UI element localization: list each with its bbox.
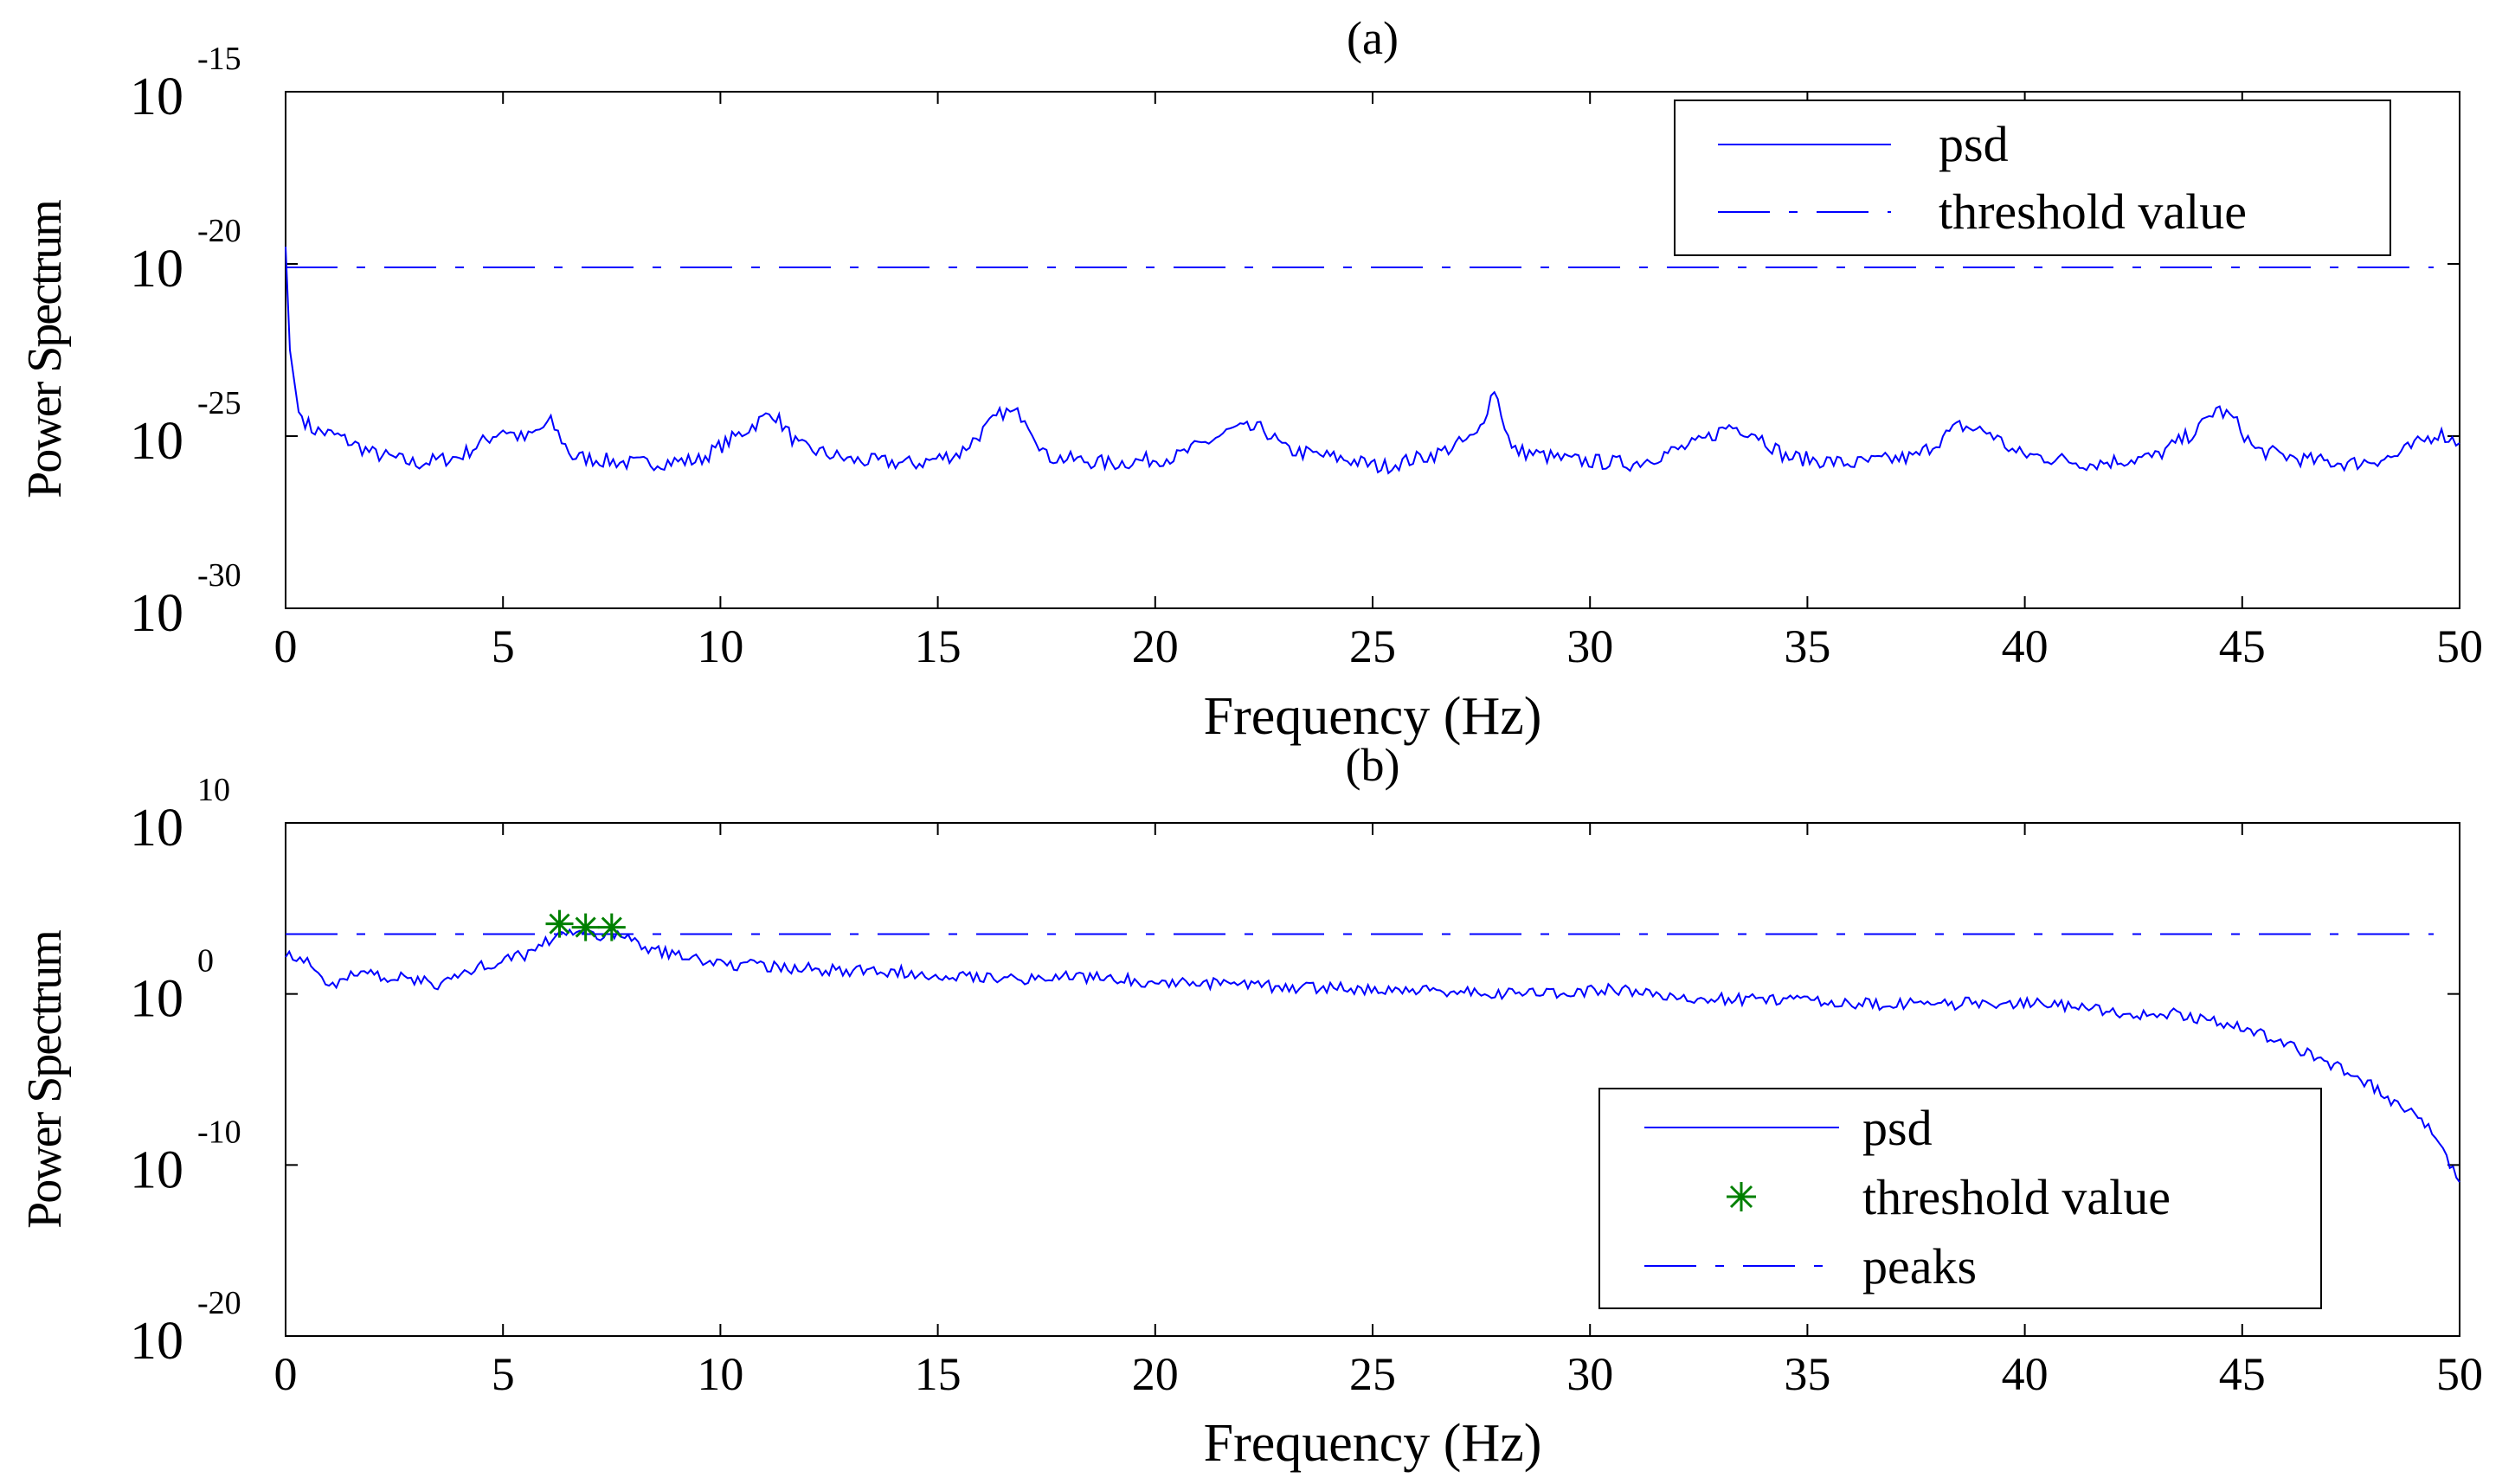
peak-marker <box>571 913 600 941</box>
x-tick-label: 25 <box>1349 1348 1396 1400</box>
y-tick-label-exponent: -20 <box>197 213 241 249</box>
y-tick-label-base: 10 <box>130 799 183 858</box>
x-tick-label: 5 <box>492 620 515 672</box>
y-tick-label-exponent: 10 <box>197 772 230 808</box>
y-tick-label-exponent: -30 <box>197 557 241 594</box>
legend-psd-label-a: psd <box>1939 116 2009 172</box>
y-tick-label-base: 10 <box>130 970 183 1029</box>
y-tick-label-base: 10 <box>130 1140 183 1199</box>
legend-a: psd threshold value <box>1674 100 2391 256</box>
x-tick-label: 5 <box>492 1348 515 1400</box>
x-tick-label: 40 <box>2002 620 2049 672</box>
x-tick-label: 25 <box>1349 620 1396 672</box>
x-tick-label: 45 <box>2219 620 2266 672</box>
panel-a: (a) Frequency (Hz) Power Spectrum 0 5 10 15… <box>18 12 2483 746</box>
x-tick-label: 50 <box>2436 1348 2483 1400</box>
y-ticks-a: 10 -30 10 -25 10 -20 10 -15 <box>130 41 2460 643</box>
legend-star-marker-b <box>1727 1182 1756 1211</box>
y-tick-label-base: 10 <box>130 240 183 299</box>
y-tick-label-base: 10 <box>130 1312 183 1371</box>
panel-b: (b) Frequency (Hz) Power Spectrum 0 5 10 15… <box>18 739 2483 1473</box>
psd-line <box>285 926 2460 1183</box>
x-tick-label: 50 <box>2436 620 2483 672</box>
x-tick-label: 15 <box>915 620 962 672</box>
psd-line <box>285 247 2460 475</box>
x-tick-label: 40 <box>2002 1348 2049 1400</box>
x-tick-label: 20 <box>1132 1348 1179 1400</box>
y-axis-label-a: Power Spectrum <box>18 200 72 498</box>
series-a <box>285 247 2460 475</box>
x-tick-label: 10 <box>697 620 743 672</box>
legend-threshold-label-a: threshold value <box>1939 183 2247 240</box>
y-tick-label-exponent: -25 <box>197 385 241 421</box>
y-tick-label-exponent: -15 <box>197 41 241 77</box>
chart-title-a: (a) <box>1347 12 1399 64</box>
x-tick-label: 45 <box>2219 1348 2266 1400</box>
y-tick-label-exponent: -10 <box>197 1114 241 1150</box>
x-tick-label: 35 <box>1784 1348 1830 1400</box>
y-tick-label-base: 10 <box>130 584 183 643</box>
x-tick-label: 20 <box>1132 620 1179 672</box>
legend-box-a <box>1674 100 2391 256</box>
x-tick-label: 35 <box>1784 620 1830 672</box>
y-ticks-b: 10 -20 10 -10 10 0 10 10 <box>130 772 2460 1371</box>
x-ticks-a: 0 5 10 15 20 25 30 35 40 45 50 <box>274 92 2483 672</box>
peak-marker <box>545 909 574 938</box>
legend-peaks-label-b: peaks <box>1862 1238 1977 1294</box>
y-tick-label-base: 10 <box>130 67 183 126</box>
x-tick-label: 30 <box>1566 620 1613 672</box>
peak-marker <box>597 913 626 941</box>
x-tick-label: 0 <box>274 1348 298 1400</box>
legend-box-b <box>1598 1088 2322 1309</box>
x-tick-label: 10 <box>697 1348 743 1400</box>
series-b <box>285 909 2460 1183</box>
legend-psd-label-b: psd <box>1862 1100 1933 1156</box>
x-tick-label: 0 <box>274 620 298 672</box>
y-tick-label-exponent: 0 <box>197 943 214 980</box>
chart-title-b: (b) <box>1346 739 1400 791</box>
x-ticks-b: 0 5 10 15 20 25 30 35 40 45 50 <box>274 823 2483 1400</box>
x-tick-label: 15 <box>915 1348 962 1400</box>
x-axis-label-b: Frequency (Hz) <box>1204 1414 1542 1473</box>
legend-threshold-label-b: threshold value <box>1862 1169 2171 1225</box>
legend-b: psd threshold value peaks <box>1598 1088 2322 1309</box>
y-axis-label-b: Power Spectrum <box>18 930 72 1229</box>
y-tick-label-exponent: -20 <box>197 1285 241 1321</box>
y-tick-label-base: 10 <box>130 412 183 471</box>
x-axis-label-a: Frequency (Hz) <box>1204 687 1542 746</box>
x-tick-label: 30 <box>1566 1348 1613 1400</box>
